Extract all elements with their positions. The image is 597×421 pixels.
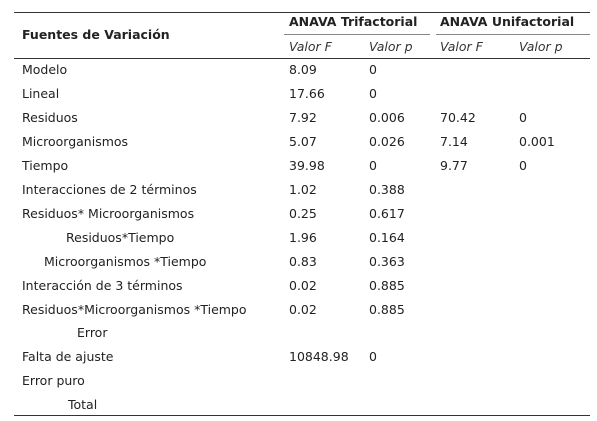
cell-value: 0 — [369, 62, 377, 77]
cell-value: 0.001 — [519, 134, 555, 149]
column-header: Valor F — [440, 39, 483, 54]
cell-value: 0.164 — [369, 230, 405, 245]
cell-value: 0.363 — [369, 254, 405, 269]
header-rule — [14, 58, 590, 59]
group-rule — [284, 34, 430, 35]
cell-value: 0 — [369, 158, 377, 173]
group-title: ANAVA Unifactorial — [440, 14, 575, 29]
cell-value: 0.885 — [369, 302, 405, 317]
cell-value: 0.026 — [369, 134, 405, 149]
cell-value: 0 — [369, 349, 377, 364]
row-label: Residuos*Microorganismos *Tiempo — [22, 302, 247, 317]
row-label: Error puro — [22, 373, 85, 388]
cell-value: 0.617 — [369, 206, 405, 221]
row-label: Residuos* Microorganismos — [22, 206, 195, 221]
row-label: Interacción de 3 términos — [22, 278, 183, 293]
row-label: Falta de ajuste — [22, 349, 114, 364]
cell-value: 17.66 — [289, 86, 325, 101]
column-header: Valor p — [519, 39, 563, 54]
cell-value: 0 — [519, 110, 527, 125]
cell-value: 8.09 — [289, 62, 317, 77]
bottom-rule — [14, 415, 590, 416]
cell-value: 0.02 — [289, 278, 317, 293]
cell-value: 0.02 — [289, 302, 317, 317]
row-label: Microorganismos — [22, 134, 129, 149]
cell-value: 0.388 — [369, 182, 405, 197]
row-label: Tiempo — [22, 158, 69, 173]
cell-value: 7.92 — [289, 110, 317, 125]
cell-value: 0 — [519, 158, 527, 173]
cell-value: 1.96 — [289, 230, 317, 245]
group-rule — [436, 34, 590, 35]
cell-value: 0.006 — [369, 110, 405, 125]
row-label: Modelo — [22, 62, 68, 77]
row-label: Lineal — [22, 86, 60, 101]
cell-value: 9.77 — [440, 158, 468, 173]
cell-value: 0.885 — [369, 278, 405, 293]
row-label: Total — [68, 397, 98, 412]
column-header: Valor F — [289, 39, 332, 54]
row-label: Residuos — [22, 110, 78, 125]
row-label: Error — [77, 325, 108, 340]
row-label: Microorganismos *Tiempo — [44, 254, 207, 269]
header-title: Fuentes de Variación — [22, 27, 170, 42]
cell-value: 1.02 — [289, 182, 317, 197]
row-label: Interacciones de 2 términos — [22, 182, 197, 197]
cell-value: 7.14 — [440, 134, 468, 149]
group-title: ANAVA Trifactorial — [289, 14, 418, 29]
column-header: Valor p — [369, 39, 413, 54]
cell-value: 0.25 — [289, 206, 317, 221]
cell-value: 0 — [369, 86, 377, 101]
cell-value: 10848.98 — [289, 349, 349, 364]
row-label: Residuos*Tiempo — [66, 230, 175, 245]
cell-value: 0.83 — [289, 254, 317, 269]
cell-value: 5.07 — [289, 134, 317, 149]
cell-value: 39.98 — [289, 158, 325, 173]
cell-value: 70.42 — [440, 110, 476, 125]
top-rule — [14, 12, 590, 13]
